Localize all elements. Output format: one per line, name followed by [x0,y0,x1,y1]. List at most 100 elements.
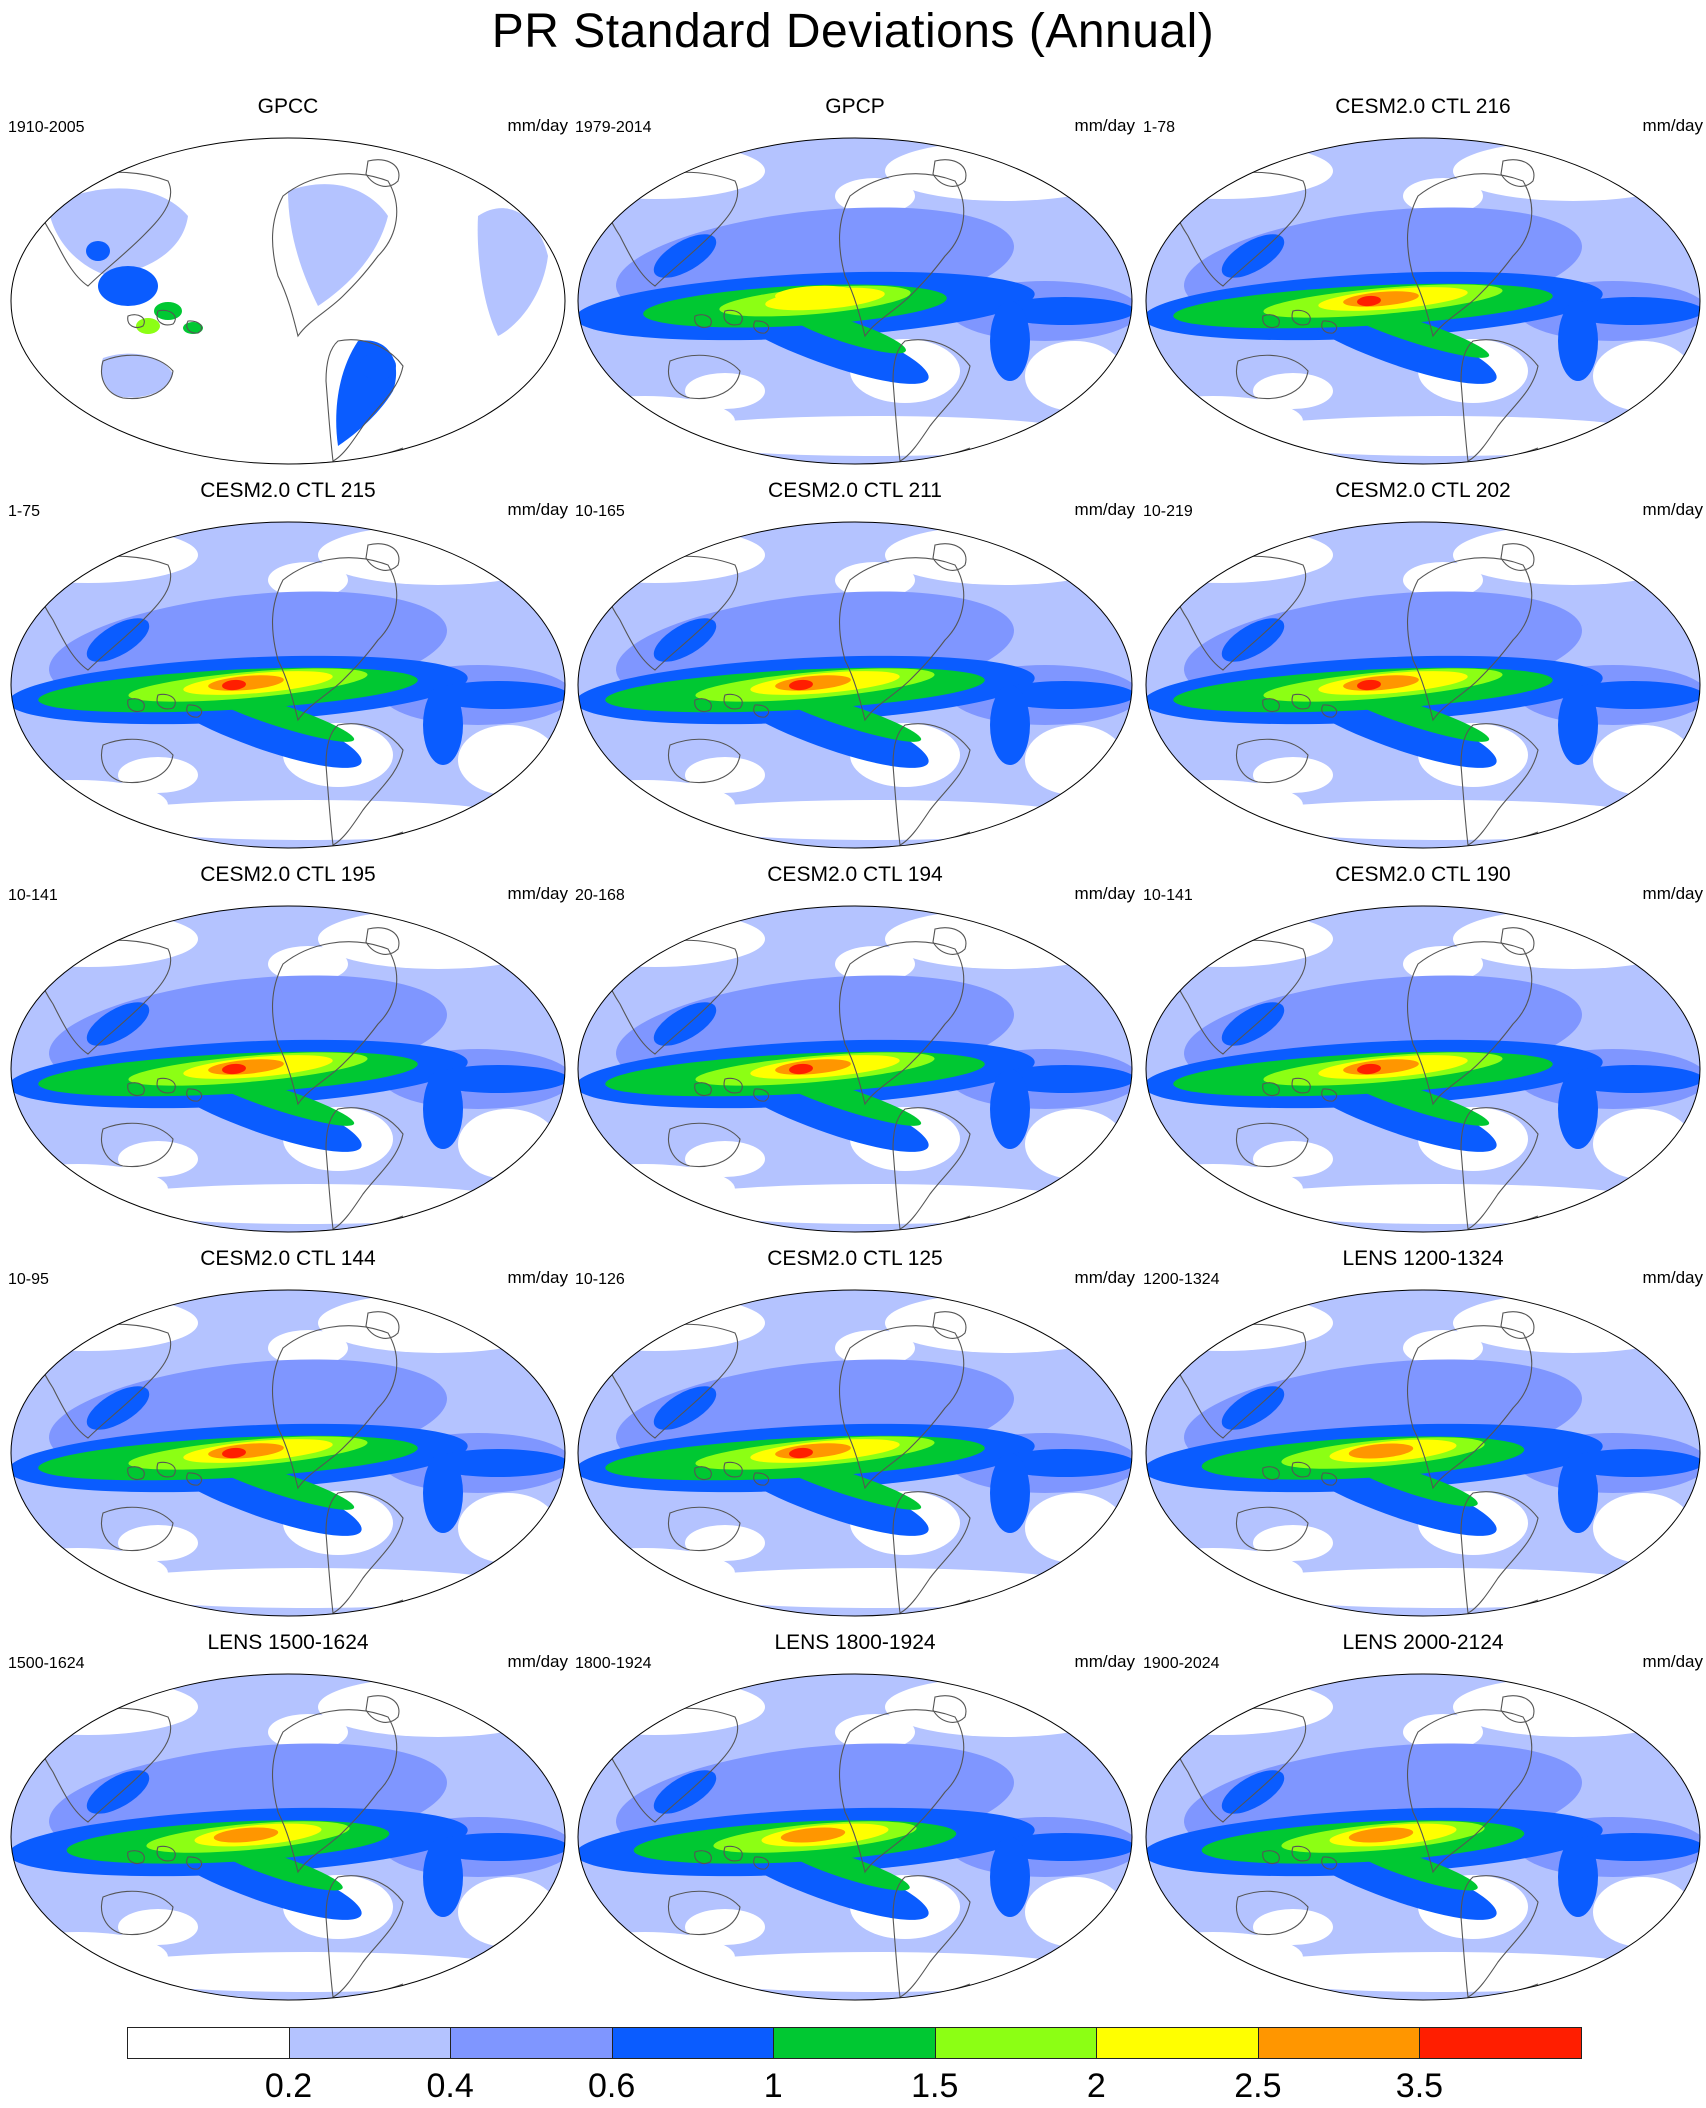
panel-title: CESM2.0 CTL 194 [767,863,943,886]
robinson-world-map [1145,137,1701,465]
colorbar-swatch [611,2027,775,2059]
precip-std-field [578,522,1132,848]
map-panel: CESM2.0 CTL 125 10-126 mm/day [575,1246,1135,1618]
robinson-world-map [577,905,1133,1233]
panel-title: CESM2.0 CTL 125 [767,1247,943,1270]
panel-units: mm/day [1074,116,1135,135]
robinson-world-map [577,521,1133,849]
panel-units: mm/day [1642,1652,1703,1671]
precip-std-field [11,138,565,464]
colorbar-tick-label: 2 [1086,2067,1106,2105]
colorbar-swatch [1257,2027,1421,2059]
robinson-world-map [10,137,566,465]
map-panel: CESM2.0 CTL 202 10-219 mm/day [1143,478,1703,850]
map-panel: CESM2.0 CTL 190 10-141 mm/day [1143,862,1703,1234]
panel-units: mm/day [1074,1268,1135,1287]
precip-std-field [1146,1674,1700,2000]
panel-year-range: 10-126 [575,1271,625,1288]
panel-title: LENS 1200-1324 [1342,1247,1504,1270]
robinson-world-map [1145,905,1701,1233]
panel-year-range: 1800-1924 [575,1655,652,1672]
panel-units: mm/day [1642,884,1703,903]
panel-units: mm/day [507,500,568,519]
robinson-world-map [10,1289,566,1617]
map-panel: GPCP 1979-2014 mm/day [575,94,1135,466]
robinson-world-map [10,1673,566,2001]
precip-std-field [11,906,565,1232]
map-panel: GPCC 1910-2005 mm/day [8,94,568,466]
panel-units: mm/day [1642,1268,1703,1287]
precip-std-field [1146,138,1700,464]
colorbar-tick-label: 1 [763,2067,783,2105]
panel-title: CESM2.0 CTL 202 [1335,479,1511,502]
colorbar-tick-label: 0.4 [426,2067,474,2105]
panel-year-range: 10-165 [575,503,625,520]
panel-title: LENS 1800-1924 [774,1631,936,1654]
map-panel: CESM2.0 CTL 216 1-78 mm/day [1143,94,1703,466]
robinson-world-map [577,1289,1133,1617]
robinson-world-map [1145,1673,1701,2001]
colorbar [127,2027,1582,2061]
colorbar-swatch [288,2027,452,2059]
robinson-world-map [10,905,566,1233]
panel-year-range: 1910-2005 [8,119,85,136]
colorbar-tick-label: 0.6 [588,2067,636,2105]
panel-title: GPCP [825,95,885,118]
panel-year-range: 10-141 [1143,887,1193,904]
map-panel: CESM2.0 CTL 211 10-165 mm/day [575,478,1135,850]
map-panel: CESM2.0 CTL 215 1-75 mm/day [8,478,568,850]
map-panel: LENS 2000-2124 1900-2024 mm/day [1143,1630,1703,2002]
colorbar-swatch [127,2027,290,2059]
panel-year-range: 1-78 [1143,119,1176,136]
colorbar-swatch [934,2027,1098,2059]
panel-title: CESM2.0 CTL 144 [200,1247,376,1270]
panel-year-range: 1-75 [8,503,41,520]
panel-units: mm/day [1074,500,1135,519]
colorbar-swatch [1419,2027,1582,2059]
panel-title: CESM2.0 CTL 211 [768,479,942,502]
precip-std-field [1146,1290,1700,1616]
panel-title: GPCC [257,95,319,118]
precip-std-field [11,1290,565,1616]
colorbar-swatch [1096,2027,1259,2059]
colorbar-tick-label: 2.5 [1234,2067,1282,2105]
map-panel: LENS 1200-1324 1200-1324 mm/day [1143,1246,1703,1618]
panel-title: LENS 2000-2124 [1342,1631,1504,1654]
robinson-world-map [577,1673,1133,2001]
map-panel: CESM2.0 CTL 144 10-95 mm/day [8,1246,568,1618]
precip-std-field [11,1674,565,2000]
colorbar-tick-label: 0.2 [264,2067,313,2105]
map-panel: CESM2.0 CTL 195 10-141 mm/day [8,862,568,1234]
precip-std-field [578,1674,1132,2000]
panel-year-range: 10-95 [8,1271,49,1288]
panel-units: mm/day [507,884,568,903]
map-panel: LENS 1500-1624 1500-1624 mm/day [8,1630,568,2002]
panel-units: mm/day [1074,1652,1135,1671]
robinson-world-map [577,137,1133,465]
colorbar-tick-label: 3.5 [1395,2067,1444,2105]
panel-title: CESM2.0 CTL 216 [1335,95,1511,118]
precip-std-field [1146,522,1700,848]
panel-units: mm/day [1074,884,1135,903]
panel-year-range: 10-219 [1143,503,1193,520]
panel-title: CESM2.0 CTL 190 [1335,863,1511,886]
panel-units: mm/day [507,1268,568,1287]
panel-year-range: 20-168 [575,887,625,904]
panel-units: mm/day [1642,116,1703,135]
colorbar-tick-label: 1.5 [911,2067,959,2105]
robinson-world-map [1145,521,1701,849]
panel-title: CESM2.0 CTL 215 [200,479,376,502]
panel-year-range: 10-141 [8,887,58,904]
panel-year-range: 1979-2014 [575,119,652,136]
panel-units: mm/day [507,1652,568,1671]
colorbar-swatch [450,2027,613,2059]
panel-units: mm/day [507,116,568,135]
map-panel: CESM2.0 CTL 194 20-168 mm/day [575,862,1135,1234]
map-panel: LENS 1800-1924 1800-1924 mm/day [575,1630,1135,2002]
panel-title: LENS 1500-1624 [207,1631,369,1654]
panel-year-range: 1500-1624 [8,1655,85,1672]
robinson-world-map [1145,1289,1701,1617]
panel-units: mm/day [1642,500,1703,519]
panel-year-range: 1900-2024 [1143,1655,1220,1672]
colorbar-swatch [773,2027,936,2059]
